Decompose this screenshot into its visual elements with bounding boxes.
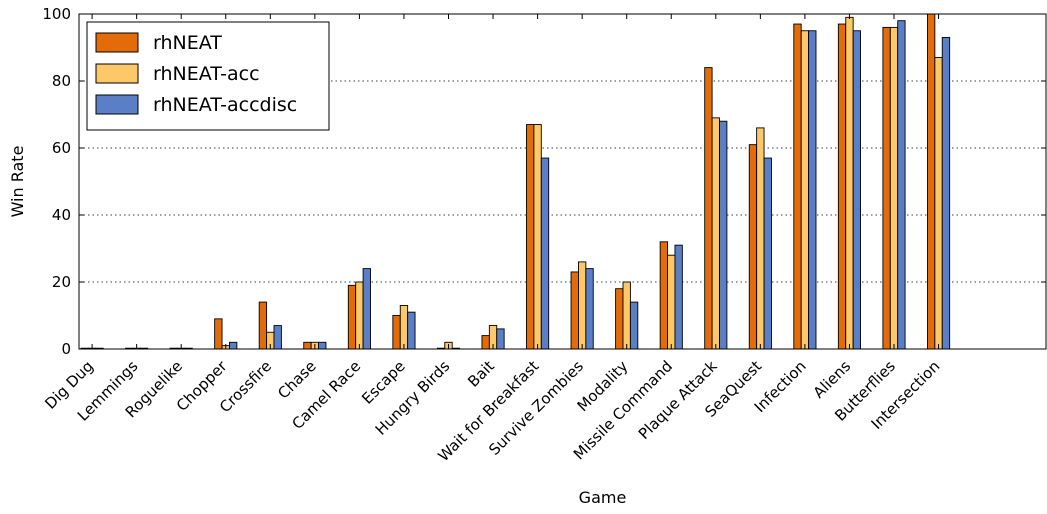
bar-rhneat-bait [481,335,490,350]
legend-swatch [95,94,139,115]
bar-rhneat-chase [303,341,312,350]
legend: rhNEAT rhNEAT-acc rhNEAT-accdisc [86,21,330,131]
bar-rhneat-acc-aliens [845,16,854,350]
x-axis-label: Game [579,488,627,507]
y-axis-label: Win Rate [8,146,27,218]
bar-rhneat-acc-survive-zombies [578,261,587,350]
bar-rhneat-accdisc-modality [629,301,639,350]
bar-rhneat-escape [392,315,401,350]
bar-rhneat-acc-wait-for-breakfast [533,124,542,350]
bar-rhneat-accdisc-seaquest [763,157,772,350]
bar-rhneat-acc-camel-race [355,281,364,350]
legend-label: rhNEAT-acc [153,63,260,85]
y-tick-label: 40 [52,206,71,224]
plot-frame [78,13,1047,350]
bar-rhneat-intersection [927,13,936,350]
bar-rhneat-acc-butterflies [889,26,899,350]
legend-label: rhNEAT-accdisc [153,94,297,116]
bar-rhneat-chopper [214,318,223,350]
x-tick-label: Plaque Attack [635,357,721,443]
bar-rhneat-crossfire [258,301,268,350]
bar-rhneat-acc-missile-command [667,254,676,350]
bar-rhneat-accdisc-chase [318,341,327,350]
bar-rhneat-acc-modality [622,281,631,350]
y-tick-label: 20 [52,273,71,291]
bar-rhneat-aliens [837,23,847,350]
bar-rhneat-plaque-attack [704,67,713,350]
bar-rhneat-accdisc-camel-race [362,268,371,350]
bar-rhneat-acc-infection [800,30,810,350]
bar-rhneat-camel-race [347,284,357,350]
bar-rhneat-accdisc-plaque-attack [719,120,728,350]
bar-rhneat-modality [615,288,624,350]
bar-rhneat-accdisc-wait-for-breakfast [540,157,550,350]
bar-rhneat-accdisc-survive-zombies [585,268,594,350]
bar-rhneat-accdisc-intersection [941,37,951,350]
y-tick-label: 100 [42,5,71,23]
bar-rhneat-accdisc-escape [407,311,416,350]
bar-rhneat-accdisc-missile-command [674,244,683,350]
bar-rhneat-accdisc-chopper [228,341,238,350]
bar-rhneat-acc-plaque-attack [711,117,720,350]
y-tick-label: 80 [52,72,71,90]
y-tick-label: 60 [52,139,71,157]
bar-rhneat-butterflies [882,26,891,350]
y-tick-label: 0 [61,340,71,358]
bar-rhneat-infection [793,23,802,350]
bar-rhneat-accdisc-crossfire [273,325,282,350]
bar-rhneat-survive-zombies [570,271,579,350]
bar-rhneat-accdisc-butterflies [897,20,906,350]
bar-rhneat-acc-escape [399,305,409,350]
bar-rhneat-accdisc-aliens [852,30,862,350]
bar-rhneat-seaquest [748,144,758,350]
legend-swatch [95,32,139,53]
bar-rhneat-accdisc-infection [808,30,817,350]
x-tick-label: Bait [464,357,498,391]
bar-rhneat-accdisc-bait [496,328,505,350]
bar-rhneat-acc-seaquest [756,127,765,350]
legend-label: rhNEAT [153,32,222,54]
legend-swatch [95,63,139,84]
bar-rhneat-missile-command [659,241,669,350]
bar-rhneat-wait-for-breakfast [526,124,535,350]
bar-rhneat-acc-intersection [934,57,943,350]
